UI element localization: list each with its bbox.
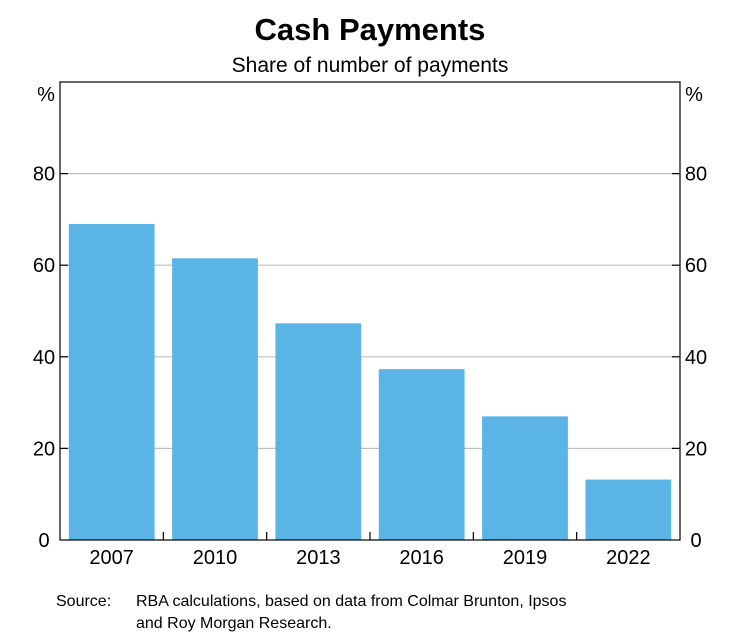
- chart-title: Cash Payments: [255, 12, 486, 47]
- y-tick-label-left-60: 60: [33, 255, 55, 277]
- y-tick-label-right-60: 60: [685, 255, 707, 277]
- y-tick-label-right-20: 20: [685, 438, 707, 460]
- y-axis-right-unit: %: [685, 84, 703, 106]
- x-axis-ticks: [162, 532, 578, 540]
- gridlines: [60, 173, 680, 449]
- x-tick-label-2013: 2013: [296, 547, 341, 569]
- bar-2010: [172, 258, 258, 540]
- x-tick-label-2010: 2010: [193, 547, 238, 569]
- y-tick-label-right-40: 40: [685, 347, 707, 369]
- bar-2019: [482, 416, 568, 540]
- source-label: Source:: [56, 593, 111, 610]
- source-line-2: and Roy Morgan Research.: [136, 615, 332, 632]
- y-axis-left-ticks: [60, 173, 68, 449]
- bar-2007: [68, 223, 155, 541]
- x-tick-label-2016: 2016: [399, 547, 444, 569]
- x-tick-label-2007: 2007: [89, 547, 134, 569]
- chart-subtitle: Share of number of payments: [232, 54, 509, 77]
- y-tick-label-left-20: 20: [33, 438, 55, 460]
- y-tick-label-left-0: 0: [38, 530, 49, 552]
- bar-2013: [275, 323, 362, 540]
- y-axis-left-labels: 0 20 40 60 80: [33, 164, 55, 552]
- source-line-1: RBA calculations, based on data from Col…: [136, 593, 566, 610]
- bar-2022: [585, 479, 672, 540]
- bars: [68, 223, 672, 541]
- y-tick-label-right-80: 80: [685, 164, 707, 186]
- x-tick-label-2019: 2019: [503, 547, 548, 569]
- y-axis-right-ticks: [672, 173, 680, 449]
- y-tick-label-left-40: 40: [33, 347, 55, 369]
- y-tick-label-right-0: 0: [690, 530, 701, 552]
- y-axis-left-unit: %: [37, 84, 55, 106]
- x-axis-labels: 2007 2010 2013 2016 2019 2022: [89, 547, 650, 569]
- y-axis-right-labels: 0 20 40 60 80: [685, 164, 707, 552]
- bar-2016: [378, 369, 465, 540]
- y-tick-label-left-80: 80: [33, 164, 55, 186]
- x-tick-label-2022: 2022: [606, 547, 651, 569]
